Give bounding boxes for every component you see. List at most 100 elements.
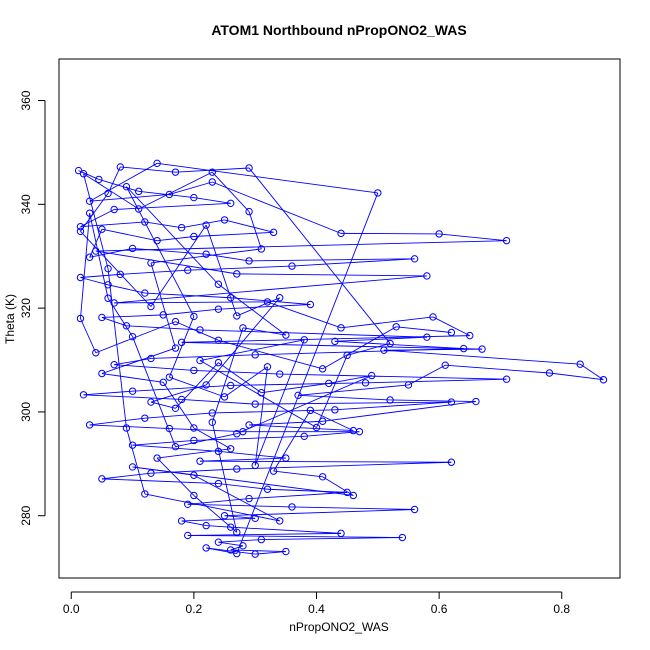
series-segment bbox=[114, 364, 194, 371]
data-point bbox=[447, 328, 456, 337]
data-point bbox=[251, 514, 259, 523]
data-point bbox=[171, 404, 180, 412]
series-segment bbox=[230, 526, 342, 534]
data-point bbox=[95, 175, 103, 184]
series-segment bbox=[126, 325, 201, 331]
data-point bbox=[171, 344, 180, 352]
series-segment bbox=[236, 375, 372, 435]
data-point bbox=[76, 222, 85, 231]
x-tick-label: 0.6 bbox=[431, 602, 448, 616]
data-point bbox=[410, 255, 419, 263]
series-segment bbox=[248, 211, 262, 250]
series-segment bbox=[396, 326, 452, 333]
y-tick-label: 280 bbox=[19, 505, 33, 525]
data-point bbox=[98, 475, 106, 483]
data-point bbox=[472, 397, 480, 406]
data-point bbox=[104, 189, 112, 198]
data-point bbox=[92, 247, 100, 255]
data-point bbox=[349, 426, 357, 435]
series-segment bbox=[181, 335, 470, 343]
series-segment bbox=[98, 178, 139, 192]
series-segment bbox=[211, 327, 244, 423]
series-segment bbox=[114, 275, 427, 304]
data-point bbox=[435, 230, 443, 238]
series-segment bbox=[132, 440, 194, 446]
data-point bbox=[202, 381, 210, 389]
data-point bbox=[190, 471, 198, 479]
data-point bbox=[165, 190, 174, 199]
series-segment bbox=[83, 394, 182, 400]
data-point bbox=[153, 236, 161, 245]
data-point bbox=[208, 409, 216, 417]
plot-frame bbox=[58, 58, 621, 579]
data-point bbox=[226, 445, 235, 453]
series-segment bbox=[218, 339, 323, 370]
series-segment bbox=[205, 297, 281, 386]
data-point bbox=[239, 542, 247, 550]
series-segment bbox=[80, 213, 91, 319]
series-segment bbox=[169, 428, 243, 433]
series-segment bbox=[193, 427, 231, 450]
data-point bbox=[141, 218, 149, 226]
series-segment bbox=[156, 457, 195, 496]
series-segment bbox=[340, 316, 434, 329]
series-segment bbox=[199, 339, 305, 361]
series-segment bbox=[200, 457, 286, 462]
data-point bbox=[233, 528, 241, 537]
data-point bbox=[202, 544, 210, 552]
data-point bbox=[147, 354, 155, 363]
data-point bbox=[190, 312, 198, 321]
series-segment bbox=[224, 515, 256, 519]
data-point bbox=[190, 424, 198, 432]
series-segment bbox=[126, 186, 195, 317]
data-point bbox=[147, 302, 155, 311]
data-point bbox=[128, 441, 137, 449]
series-segment bbox=[383, 348, 483, 351]
series-segment bbox=[101, 478, 219, 484]
data-point bbox=[502, 375, 511, 383]
series-segment bbox=[390, 399, 476, 402]
series-segment bbox=[236, 192, 379, 554]
series-segment bbox=[126, 427, 146, 495]
data-point bbox=[214, 479, 223, 488]
data-point bbox=[233, 549, 241, 558]
series-segment bbox=[101, 472, 152, 480]
series-segment bbox=[114, 202, 231, 210]
data-point bbox=[576, 360, 584, 368]
data-point bbox=[76, 227, 85, 236]
series-segment bbox=[144, 493, 280, 522]
series-segment bbox=[206, 547, 256, 555]
data-point bbox=[294, 391, 302, 400]
series-segment bbox=[200, 460, 452, 463]
data-point bbox=[367, 371, 376, 380]
series-segment bbox=[206, 525, 231, 528]
chart-title: ATOM1 Northbound nPropONO2_WAS bbox=[211, 22, 466, 38]
series-segment bbox=[249, 258, 415, 262]
series-segment bbox=[291, 258, 415, 267]
data-point bbox=[337, 529, 345, 538]
data-point bbox=[226, 381, 235, 390]
data-point bbox=[423, 333, 431, 341]
series-segment bbox=[95, 240, 507, 252]
data-point bbox=[251, 400, 259, 408]
series-segment bbox=[187, 534, 403, 538]
data-point bbox=[392, 323, 400, 331]
series-segment bbox=[298, 394, 391, 401]
series-segment bbox=[218, 304, 311, 310]
data-point bbox=[306, 406, 315, 415]
series-segment bbox=[322, 476, 354, 496]
series-segment bbox=[80, 318, 97, 353]
series-segment bbox=[193, 197, 231, 204]
series-segment bbox=[114, 358, 152, 366]
data-point bbox=[76, 273, 85, 282]
series-segment bbox=[341, 232, 440, 235]
series-segment bbox=[150, 354, 256, 359]
series-segment bbox=[334, 401, 452, 411]
data-point bbox=[98, 225, 106, 233]
y-axis-label: Theta (K) bbox=[3, 294, 17, 344]
data-point bbox=[239, 324, 247, 332]
data-point bbox=[147, 259, 155, 267]
data-point bbox=[165, 373, 174, 381]
data-point bbox=[300, 432, 308, 441]
data-point bbox=[269, 228, 278, 237]
